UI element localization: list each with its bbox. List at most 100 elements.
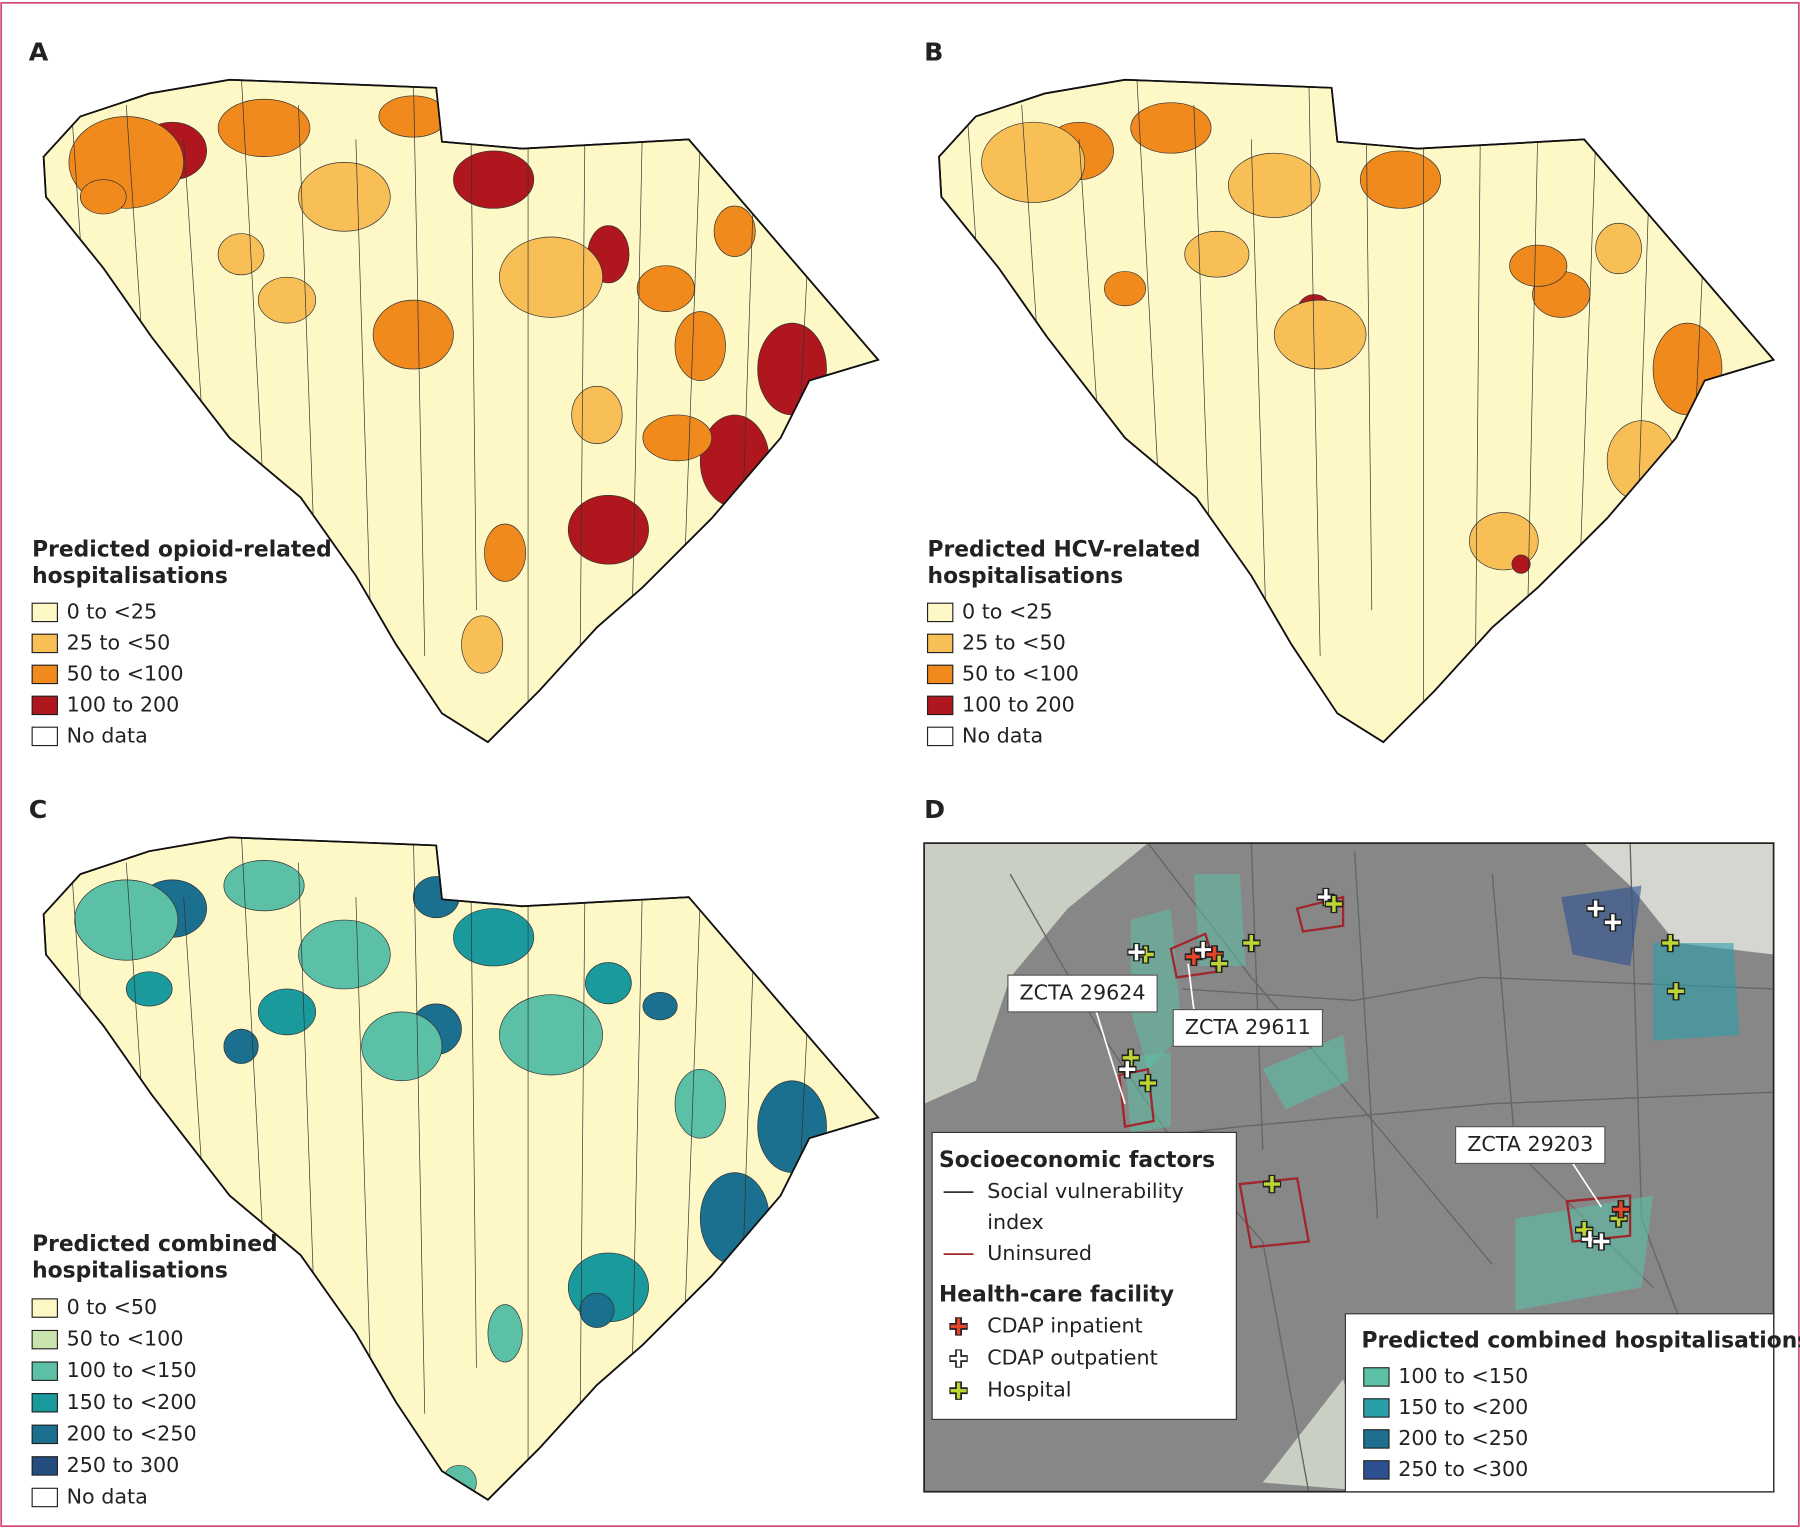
region [484, 523, 527, 582]
legend-label: CDAP inpatient [987, 1313, 1142, 1337]
legend-label: No data [67, 723, 148, 747]
legend-swatch [31, 695, 58, 716]
legend-swatch [31, 1329, 58, 1350]
facility-marker [1139, 1075, 1156, 1092]
region [1606, 420, 1677, 502]
region [74, 879, 179, 961]
legend-label: 25 to <50 [67, 630, 171, 654]
annotation: ZCTA 29611 [1185, 1015, 1311, 1039]
legend-label: 0 to <50 [67, 1295, 158, 1319]
region [571, 385, 623, 444]
legend-label: 50 to <100 [962, 661, 1079, 685]
boundary [682, 139, 701, 611]
region [981, 121, 1086, 203]
region [453, 908, 535, 967]
legend-swatch [31, 1487, 58, 1508]
boundary [1578, 139, 1597, 611]
panel-d-legends: D ZCTA 29624 ZCTA 29611 ZCTA 29203 Socioecon… [924, 795, 1800, 1493]
region [461, 615, 504, 674]
facility-marker [950, 1382, 967, 1399]
boundary [412, 79, 426, 657]
legend-label: 250 to <300 [1398, 1457, 1528, 1481]
region [298, 919, 391, 990]
region [585, 962, 632, 1005]
region [699, 414, 770, 508]
legend-swatch [926, 633, 954, 654]
legend-title: Socioeconomic factors [939, 1148, 1215, 1173]
annotation: ZCTA 29203 [1467, 1132, 1593, 1156]
region [223, 1028, 259, 1064]
legend-title: Health-care facility [939, 1282, 1174, 1307]
region [1273, 299, 1367, 370]
legend-box [931, 1131, 1237, 1420]
legend-label: Social vulnerability [987, 1179, 1183, 1203]
annotation: ZCTA 29624 [1020, 981, 1146, 1005]
legend-swatch [926, 726, 954, 747]
legend-swatch [31, 1456, 58, 1476]
regions [68, 79, 827, 743]
region [699, 1172, 770, 1265]
boundary [631, 104, 644, 657]
legend-swatch [926, 602, 954, 623]
legend-label: 100 to <150 [1398, 1364, 1528, 1388]
region [80, 179, 127, 215]
legend-swatch [1363, 1367, 1390, 1387]
legend-label: 150 to <200 [1398, 1395, 1528, 1419]
legend-label: CDAP outpatient [987, 1346, 1157, 1370]
facility-marker [1211, 955, 1228, 972]
region [636, 265, 695, 312]
region [217, 98, 311, 157]
facility-marker [1593, 1233, 1610, 1250]
legend-swatch [926, 664, 954, 685]
region [223, 860, 305, 912]
region [579, 1292, 615, 1328]
facility-marker [950, 1350, 967, 1367]
legend-label: 50 to <100 [67, 661, 184, 685]
region [217, 233, 265, 276]
boundary [1308, 79, 1321, 657]
legend-swatch [1363, 1398, 1390, 1418]
regions [963, 79, 1723, 743]
region [567, 494, 649, 565]
facility-marker [950, 1318, 967, 1335]
region [1359, 150, 1442, 209]
legend-label: 200 to <250 [67, 1421, 197, 1445]
annotation-box [1172, 1009, 1324, 1047]
legend-swatch [1363, 1460, 1390, 1480]
legend-swatch [31, 1298, 58, 1318]
boundary [682, 897, 701, 1368]
legend-title: Predicted HCV-related [928, 537, 1201, 562]
facility-marker [1128, 944, 1145, 961]
boundary [470, 862, 477, 1368]
facility-marker [1587, 900, 1604, 917]
region [1227, 152, 1321, 218]
legend-label: No data [67, 1484, 148, 1508]
boundary [1526, 104, 1539, 657]
facility-marker [1119, 1061, 1136, 1078]
region [1595, 222, 1642, 275]
map-panel: A Predicted opioid-relatedhospitalisation… [29, 37, 880, 747]
boundary [412, 837, 426, 1414]
region [125, 971, 173, 1007]
facility-marker [1195, 941, 1212, 958]
region [757, 322, 827, 416]
legend-swatch [31, 633, 58, 654]
panel-label: D [924, 795, 945, 824]
region [1184, 230, 1250, 278]
legend-label: 50 to <100 [67, 1327, 184, 1351]
facility-marker [1263, 1176, 1280, 1193]
facility-marker [1612, 1201, 1629, 1218]
region [372, 299, 454, 370]
leader-line [1571, 1162, 1603, 1208]
region [257, 276, 317, 324]
legend-label: 100 to 200 [67, 692, 180, 716]
legend-title: Predicted opioid-related [32, 537, 332, 562]
legend-title: Predicted combined hospitalisations [1361, 1328, 1800, 1353]
annotation-box [1007, 974, 1158, 1013]
legend-swatch [31, 1393, 58, 1413]
legend-label: 100 to <150 [67, 1358, 197, 1382]
boundary [470, 104, 477, 611]
legend-swatch [31, 602, 58, 623]
